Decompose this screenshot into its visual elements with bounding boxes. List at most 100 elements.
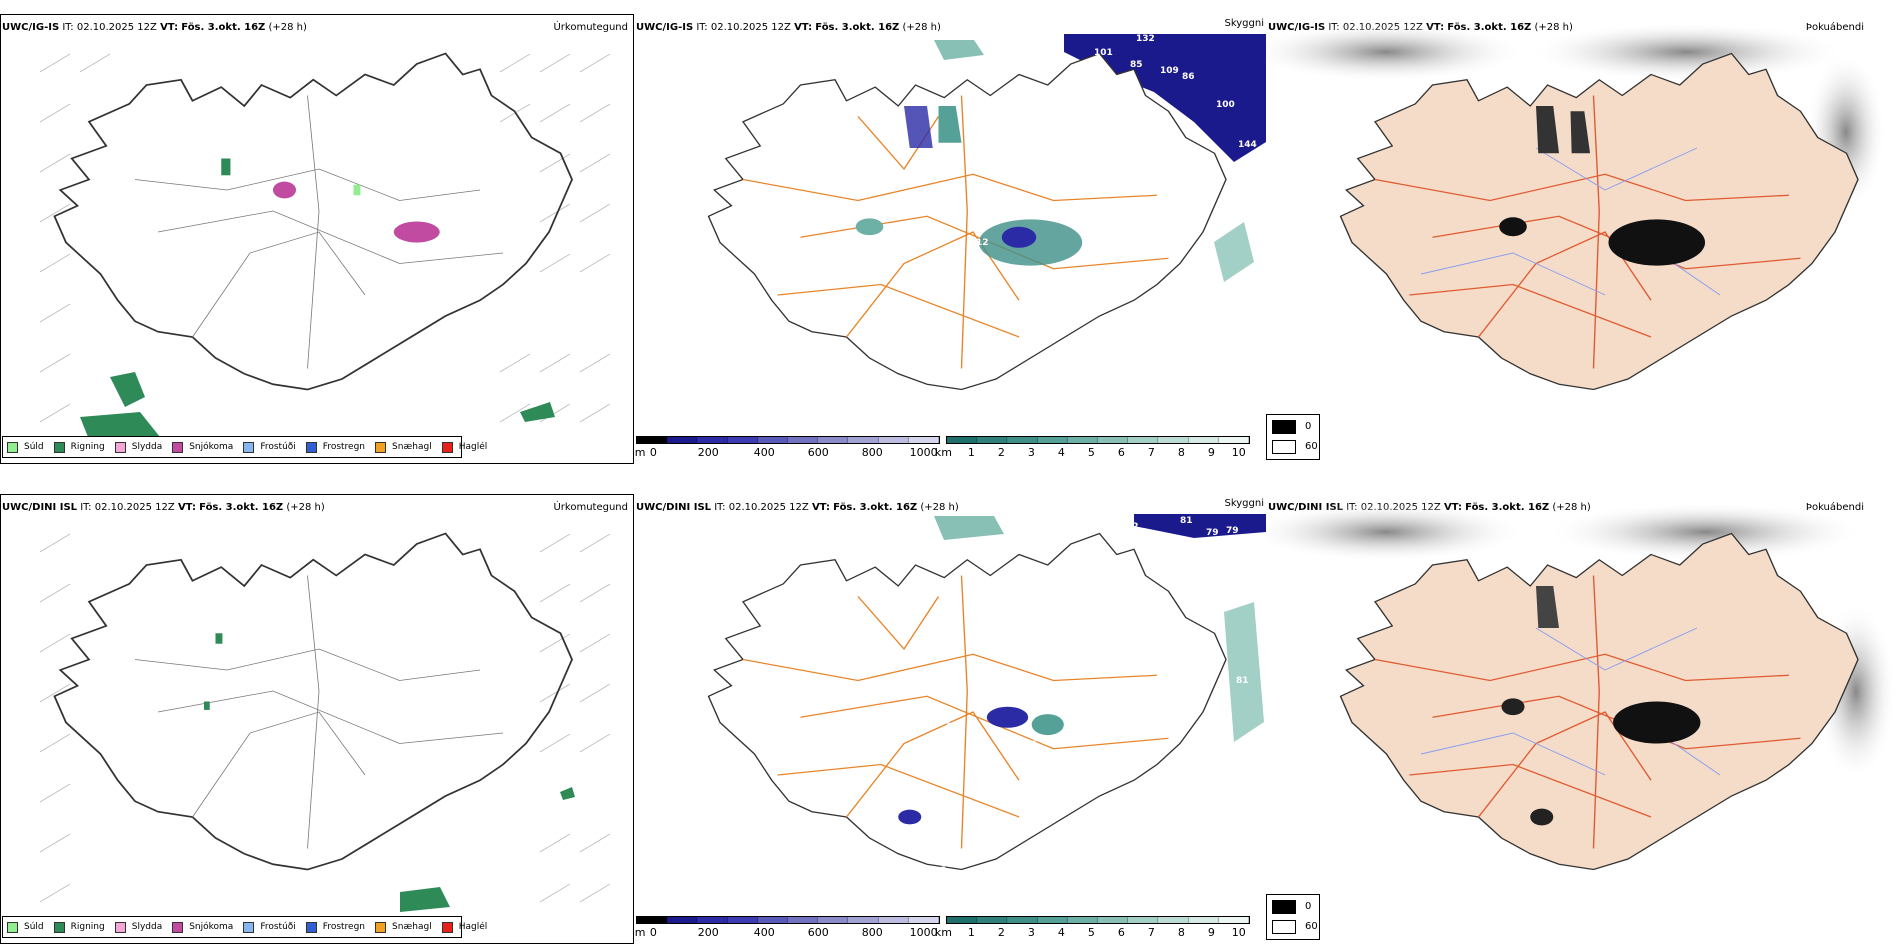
visibility-map (707, 34, 1266, 391)
colorbar-segment (1098, 437, 1129, 443)
panel-header: UWC/IG-IS IT: 02.10.2025 12Z VT: Fös. 3.… (2, 22, 307, 33)
cloud-legend-row2: 0 60 (1266, 894, 1320, 940)
tick-label: 400 (753, 926, 775, 939)
precip-type-panel-row2: UWC/DINI ISL IT: 02.10.2025 12Z VT: Fös.… (0, 492, 634, 944)
visibility-value: 141 (1118, 264, 1137, 274)
legend-swatch (305, 921, 317, 933)
map-frame (0, 494, 634, 944)
tick-label: 9 (1207, 926, 1215, 939)
it-value: 02.10.2025 12Z (76, 22, 157, 33)
visibility-value: 116 (1018, 740, 1037, 750)
legend-label: Rigning (70, 922, 105, 932)
tick-label: 6 (1117, 926, 1125, 939)
legend-label: 60 (1305, 441, 1318, 452)
visibility-value: 144 (1238, 140, 1257, 150)
km-colorbar: km 1 2 3 4 5 6 7 8 9 10 (935, 436, 1250, 462)
legend-label: Haglél (458, 922, 488, 932)
tick-label: 1000 (909, 446, 938, 459)
legend-item: Snjókoma (172, 441, 233, 453)
visibility-value: 79 (1206, 528, 1219, 538)
tick-label: 7 (1147, 446, 1155, 459)
visibility-value: 109 (1160, 66, 1179, 76)
colorbar-segment (1007, 917, 1038, 923)
colorbar-segment (727, 917, 758, 923)
it-value: 02.10.2025 12Z (728, 502, 809, 513)
visibility-value: 132 (1136, 34, 1155, 44)
colorbar-segment (788, 437, 819, 443)
model-name: UWC/IG-IS (1268, 22, 1326, 33)
legend-swatch (375, 441, 387, 453)
legend-item: Súld (7, 441, 44, 453)
tick-label: 0 (649, 926, 657, 939)
it-value: 02.10.2025 12Z (710, 22, 791, 33)
vt-value: Fös. 3.okt. 16Z (833, 502, 918, 513)
legend-item: Frostúði (243, 921, 296, 933)
colorbar-segment (848, 437, 879, 443)
tick-label: 4 (1057, 926, 1065, 939)
lead-time: (+28 h) (920, 502, 959, 513)
visibility-value: 98 (1194, 294, 1207, 304)
legend-item: Snjókoma (172, 921, 233, 933)
legend-label: Súld (24, 442, 44, 452)
tick-label: 600 (807, 446, 829, 459)
legend-label: Slydda (131, 442, 163, 452)
panel-title: Skyggni (1224, 18, 1264, 29)
tick-label: 800 (861, 446, 883, 459)
colorbar-segment (818, 917, 849, 923)
colorbar-segment (757, 917, 789, 923)
panel-title: Þokuábendi (1805, 22, 1864, 33)
panel-header: UWC/DINI ISL IT: 02.10.2025 12Z VT: Fös.… (636, 502, 959, 513)
vt-value: Fös. 3.okt. 16Z (1447, 22, 1532, 33)
colorbar-segment (667, 437, 698, 443)
legend-label: 60 (1305, 921, 1318, 932)
tick-label: 3 (1027, 926, 1035, 939)
visibility-value: 127 (1086, 282, 1105, 292)
precip-type-map (39, 532, 611, 912)
colorbar-segment (1007, 437, 1038, 443)
colorbar-segment (1128, 437, 1159, 443)
vt-label: VT: (794, 22, 813, 33)
cloud-panel-row2: UWC/DINI ISL IT: 02.10.2025 12Z VT: Fös.… (1266, 492, 1900, 944)
tick-label: 8 (1177, 446, 1185, 459)
colorbar-segment (727, 437, 758, 443)
precip-type-legend: Súld Rigning Slydda Snjókoma Frostúði Frostre… (2, 436, 487, 458)
colorbar-segment (788, 917, 819, 923)
visibility-value: 103 (1014, 266, 1033, 276)
tick-label: 600 (807, 926, 829, 939)
legend-label: 0 (1305, 901, 1312, 912)
vt-value: Fös. 3.okt. 16Z (199, 502, 284, 513)
cloud-legend-row1: 0 60 (1266, 414, 1320, 460)
legend-swatch (1272, 420, 1296, 434)
visibility-panel-row1: UWC/IG-IS IT: 02.10.2025 12Z VT: Fös. 3.… (634, 12, 1266, 464)
unit-label: m (634, 926, 646, 939)
colorbar-segment (818, 437, 849, 443)
colorbar-segment (947, 917, 978, 923)
tick-label: 5 (1087, 446, 1095, 459)
legend-item: Frostúði (243, 441, 296, 453)
legend-swatch (1272, 440, 1296, 454)
tick-label: 1000 (909, 926, 938, 939)
lead-time: (+28 h) (1534, 22, 1573, 33)
legend-label: Rigning (70, 442, 105, 452)
colorbar-segment (1218, 917, 1250, 923)
tick-label: 800 (861, 926, 883, 939)
legend-item: Snæhagl (375, 441, 432, 453)
panel-title: Úrkomutegund (553, 502, 628, 513)
legend-swatch (243, 921, 255, 933)
colorbar-segment (637, 437, 668, 443)
colorbar-segment (757, 437, 789, 443)
tick-label: 5 (1087, 926, 1095, 939)
legend-item: Haglél (441, 921, 488, 933)
legend-item: Haglél (441, 441, 487, 453)
visibility-value: 46 (1086, 758, 1099, 768)
legend-swatch (243, 441, 255, 453)
colorbar-segment (1158, 437, 1189, 443)
tick-label: 200 (697, 446, 719, 459)
colorbar-segment (977, 437, 1008, 443)
legend-item: Súld (7, 921, 44, 933)
legend-item: Slydda (114, 921, 162, 933)
tick-label: 1 (967, 446, 975, 459)
visibility-value: 64 (950, 250, 963, 260)
legend-swatch (441, 441, 453, 453)
panel-header: UWC/IG-IS IT: 02.10.2025 12Z VT: Fös. 3.… (636, 22, 941, 33)
